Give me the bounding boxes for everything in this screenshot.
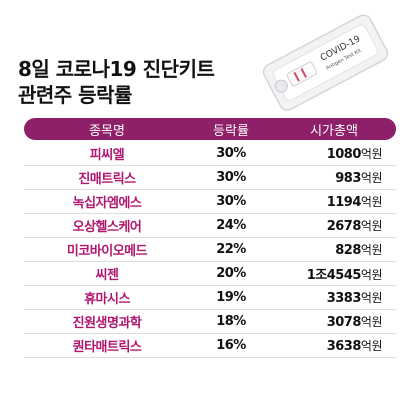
header-rate: 등락률 [213, 123, 249, 139]
change-rate: 18% [216, 314, 246, 329]
change-rate: 19% [216, 290, 246, 305]
stock-name: 씨젠 [95, 268, 119, 283]
chart-title: 8일 코로나19 진단키트 관련주 등락률 [18, 56, 215, 108]
market-cap-value: 828 [335, 243, 361, 258]
market-cap-unit: 억원 [360, 147, 383, 161]
table-row: 씨젠 20% 1조4545억원 [24, 262, 396, 286]
market-cap-unit: 억원 [360, 243, 383, 257]
market-cap: 983억원 [272, 169, 396, 186]
stock-name: 퀀타매트릭스 [72, 340, 142, 355]
table-row: 진원생명과학 18% 3078억원 [24, 310, 396, 334]
change-rate: 30% [216, 194, 246, 209]
market-cap-value: 1조4545 [306, 268, 362, 283]
market-cap: 1080억원 [272, 145, 396, 162]
stock-name: 녹십자엠에스 [72, 196, 142, 211]
market-cap-value: 3638 [326, 339, 362, 354]
market-cap-value: 983 [335, 171, 361, 186]
market-cap: 1194억원 [272, 193, 396, 210]
market-cap-unit: 억원 [360, 219, 383, 233]
market-cap-unit: 억원 [360, 291, 383, 305]
test-kit-illustration: COVID-19 Antigen Test Kit [262, 14, 389, 111]
market-cap-value: 3383 [326, 291, 362, 306]
table-row: 미코바이오메드 22% 828억원 [24, 238, 396, 262]
stock-name: 휴마시스 [84, 292, 130, 307]
change-rate: 22% [216, 242, 246, 257]
market-cap-unit: 억원 [360, 195, 383, 209]
market-cap-unit: 억원 [360, 315, 383, 329]
table-row: 퀀타매트릭스 16% 3638억원 [24, 334, 396, 358]
market-cap-value: 1194 [326, 195, 362, 210]
market-cap-unit: 억원 [360, 171, 383, 185]
stock-name: 미코바이오메드 [66, 244, 148, 259]
market-cap: 3638억원 [272, 337, 396, 354]
change-rate: 30% [216, 146, 246, 161]
table-row: 휴마시스 19% 3383억원 [24, 286, 396, 310]
table-row: 진매트릭스 30% 983억원 [24, 166, 396, 190]
table-body: 피씨엘 30% 1080억원 진매트릭스 30% 983억원 녹십자엠에스 30% 1194억원… [24, 142, 396, 358]
change-rate: 30% [216, 170, 246, 185]
table-header: 종목명 등락률 시가총액 [24, 118, 396, 140]
market-cap-unit: 억원 [360, 268, 383, 282]
table-row: 녹십자엠에스 30% 1194억원 [24, 190, 396, 214]
market-cap-value: 2678 [326, 219, 362, 234]
market-cap-value: 1080 [326, 147, 362, 162]
stock-name: 진매트릭스 [78, 172, 136, 187]
header-cap: 시가총액 [310, 123, 358, 139]
stock-name: 피씨엘 [89, 148, 125, 163]
stock-table: 종목명 등락률 시가총액 피씨엘 30% 1080억원 진매트릭스 30% 983억원 녹십… [24, 118, 396, 358]
table-row: 피씨엘 30% 1080억원 [24, 142, 396, 166]
change-rate: 24% [216, 218, 246, 233]
market-cap: 1조4545억원 [272, 264, 396, 283]
header-name: 종목명 [89, 123, 125, 139]
title-line-2: 관련주 등락률 [18, 83, 132, 107]
market-cap: 3078억원 [272, 313, 396, 330]
market-cap: 2678억원 [272, 217, 396, 234]
market-cap: 3383억원 [272, 289, 396, 306]
title-line-1: 8일 코로나19 진단키트 [18, 57, 215, 81]
stock-name: 진원생명과학 [72, 316, 142, 331]
market-cap: 828억원 [272, 241, 396, 258]
table-row: 오상헬스케어 24% 2678억원 [24, 214, 396, 238]
market-cap-unit: 억원 [360, 339, 383, 353]
market-cap-value: 3078 [326, 315, 362, 330]
change-rate: 20% [216, 266, 246, 281]
stock-name: 오상헬스케어 [72, 220, 142, 235]
change-rate: 16% [216, 338, 246, 353]
